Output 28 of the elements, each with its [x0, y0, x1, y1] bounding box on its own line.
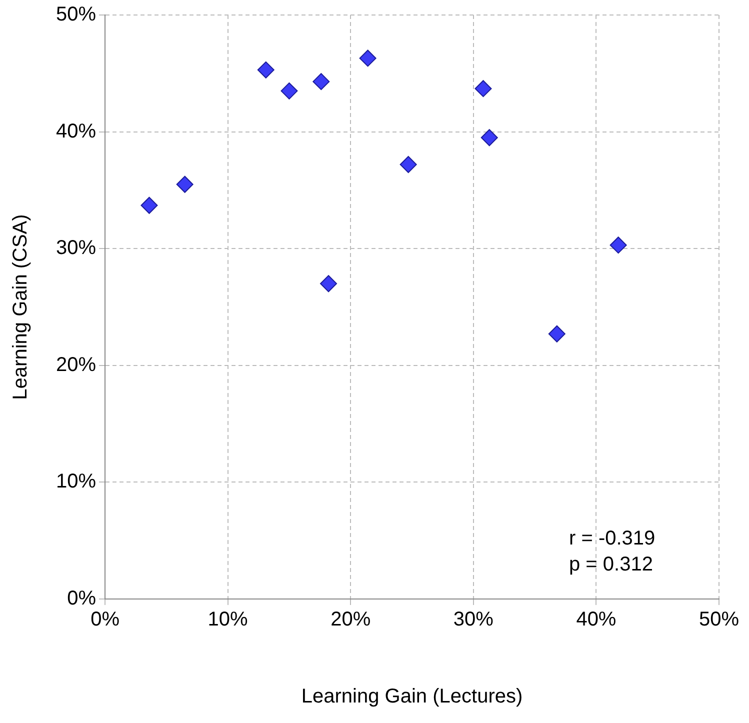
x-axis-title: Learning Gain (Lectures)	[301, 686, 523, 708]
x-tick-label: 50%	[698, 608, 740, 631]
point	[320, 275, 338, 292]
y-tick-label: 40%	[56, 120, 96, 142]
x-tick-label: 10%	[208, 608, 248, 631]
y-tick-label: 0%	[67, 588, 96, 610]
y-tick-label: 50%	[56, 4, 96, 26]
point	[312, 73, 330, 90]
point	[140, 196, 158, 214]
x-tick-label: 40%	[576, 608, 616, 631]
x-tick-label: 20%	[330, 608, 371, 631]
point	[480, 129, 498, 146]
annotation: r = -0.319	[569, 528, 656, 550]
point	[176, 176, 194, 193]
y-tick-label: 30%	[56, 237, 96, 260]
point	[280, 82, 298, 100]
y-axis-title: Learning Gain (CSA)	[10, 214, 32, 400]
point	[400, 156, 417, 174]
point	[359, 50, 376, 67]
y-tick-label: 10%	[56, 470, 96, 493]
point	[548, 325, 566, 342]
annotation: p = 0.312	[569, 554, 653, 576]
x-tick-label: 0%	[90, 608, 120, 631]
y-tick-label: 20%	[56, 354, 96, 376]
x-tick-label: 30%	[453, 608, 494, 631]
point	[474, 80, 492, 98]
point	[610, 236, 627, 254]
point	[257, 61, 274, 78]
